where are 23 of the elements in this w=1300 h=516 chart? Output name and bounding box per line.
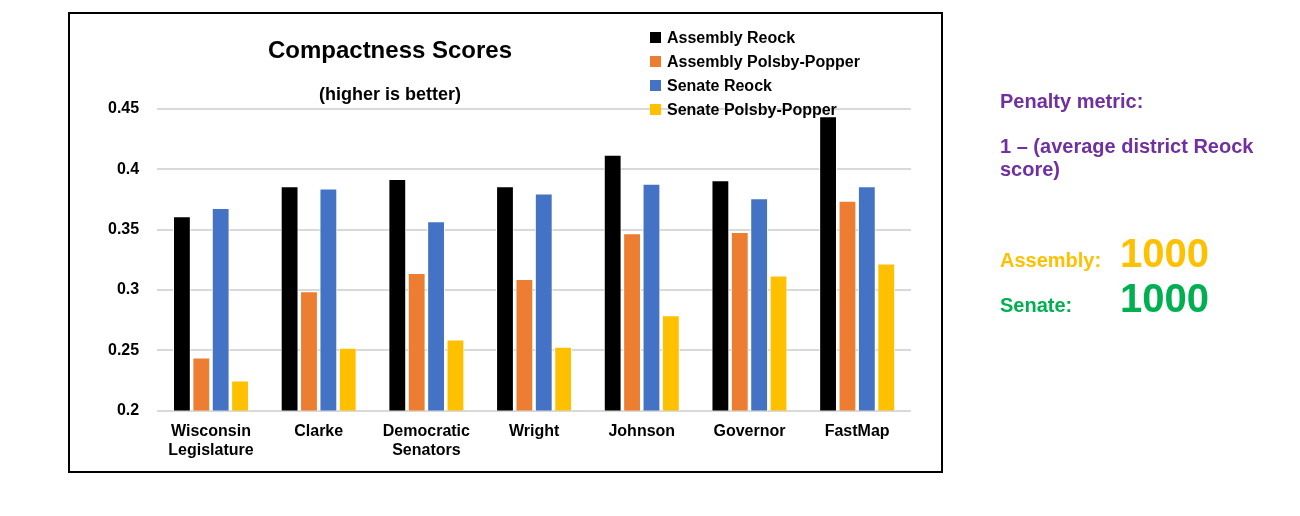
x-tick-label: Democratic Senators [382,421,471,458]
x-tick-label: Clarke [294,421,344,439]
y-tick-label: 0.2 [116,401,140,419]
x-tick-label: Wisconsin Legislature [168,421,254,458]
text: Penalty metric: [1000,90,1145,113]
legend-label: Senate Reock [666,76,773,96]
legend-label: Senate Polsby-Popper [666,100,838,120]
chart-title: Compactness Scores [267,36,513,63]
x-tick-label: FastMap [824,421,890,439]
x-tick-label: Wright [508,421,560,439]
text: Assembly: 1000 [1000,231,1209,275]
y-tick-label: 0.3 [116,280,140,298]
y-tick-label: 0.25 [108,340,140,358]
chart-subtitle: (higher is better) [318,84,461,104]
y-tick-label: 0.4 [116,159,140,177]
text: 1 – (average district Reock score) [1000,135,1255,181]
legend-label: Assembly Reock [666,28,797,48]
x-tick-label: Johnson [608,421,676,439]
text: Senate: 1000 [1000,276,1209,320]
y-tick-label: 0.35 [108,220,140,238]
y-tick-label: 0.45 [108,99,140,117]
legend-label: Assembly Polsby-Popper [666,52,860,72]
x-tick-label: Governor [713,421,786,439]
